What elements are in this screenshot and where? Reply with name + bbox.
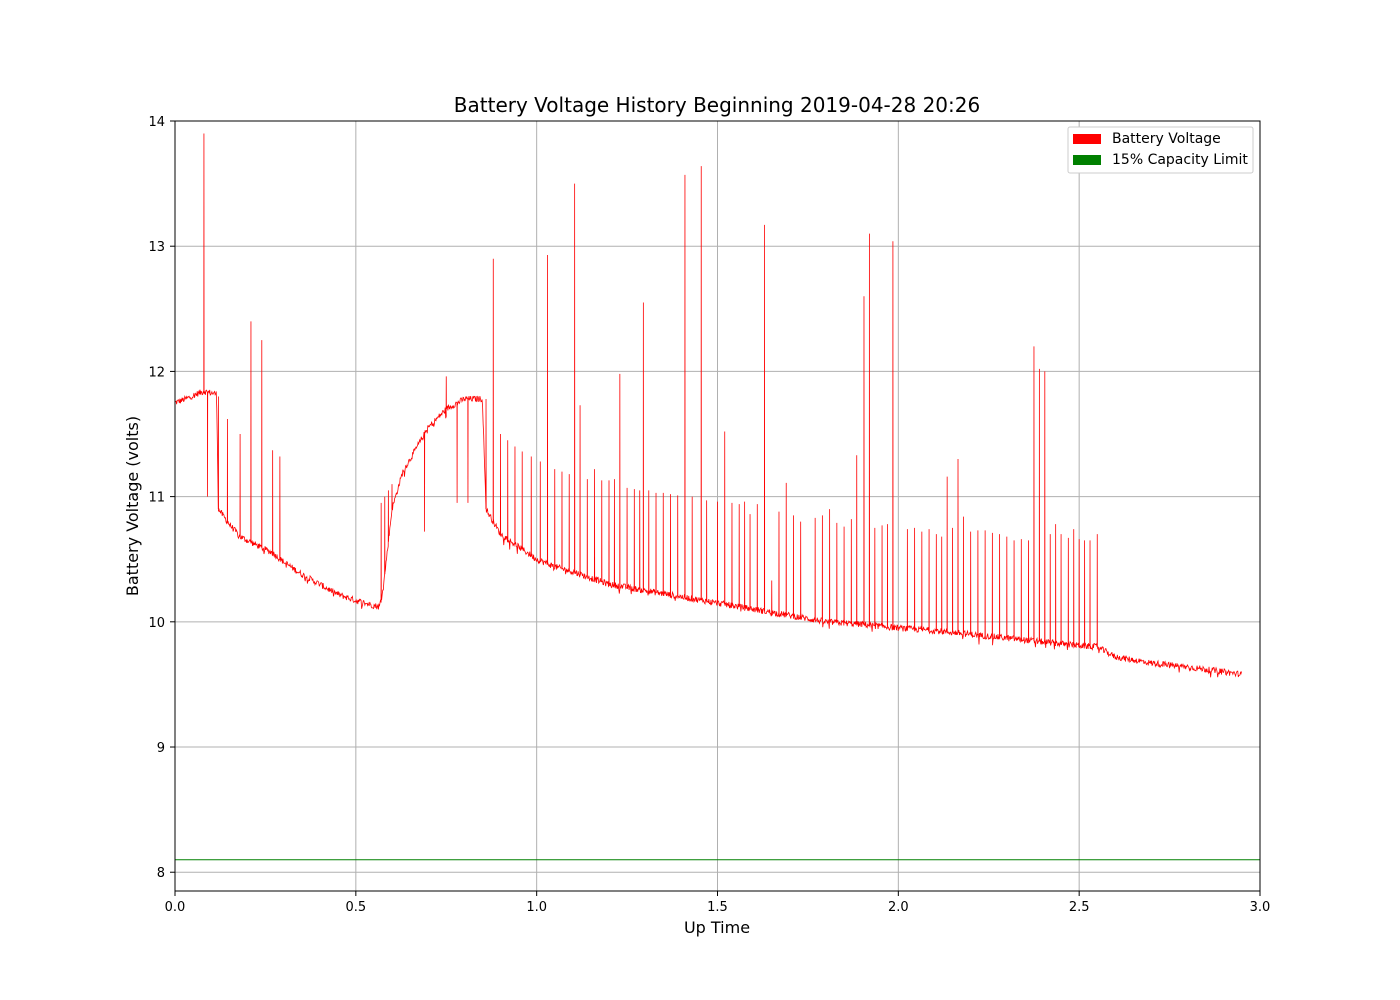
x-tick-label: 0.5 [345, 900, 366, 915]
x-tick-label: 2.0 [888, 900, 909, 915]
y-tick-label: 8 [157, 866, 165, 881]
legend-swatch-capacity-limit [1073, 155, 1101, 165]
legend-swatch-battery-voltage [1073, 134, 1101, 144]
y-axis-label: Battery Voltage (volts) [123, 416, 142, 596]
y-tick-label: 9 [157, 741, 165, 756]
chart-title: Battery Voltage History Beginning 2019-0… [454, 93, 980, 117]
y-tick-label: 13 [148, 240, 165, 255]
x-tick-label: 2.5 [1069, 900, 1090, 915]
x-tick-label: 0.0 [165, 900, 186, 915]
x-tick-label: 1.5 [707, 900, 728, 915]
legend-box [1067, 126, 1254, 174]
x-tick-label: 3.0 [1250, 900, 1271, 915]
y-tick-label: 12 [148, 365, 165, 380]
y-tick-label: 11 [148, 491, 165, 506]
x-axis-label: Up Time [684, 918, 750, 937]
plot-area [174, 133, 1260, 861]
legend-label-battery-voltage: Battery Voltage [1112, 131, 1221, 147]
y-tick-label: 14 [148, 115, 165, 130]
x-tick-label: 1.0 [526, 900, 547, 915]
legend: Battery Voltage 15% Capacity Limit [1067, 126, 1254, 174]
battery-voltage-line [174, 133, 1242, 678]
axes: 0.0 0.5 1.0 1.5 2.0 2.5 3.0 8 9 10 11 12 13 14 [148, 115, 1270, 915]
legend-label-capacity-limit: 15% Capacity Limit [1112, 152, 1248, 168]
y-tick-label: 10 [148, 616, 165, 631]
